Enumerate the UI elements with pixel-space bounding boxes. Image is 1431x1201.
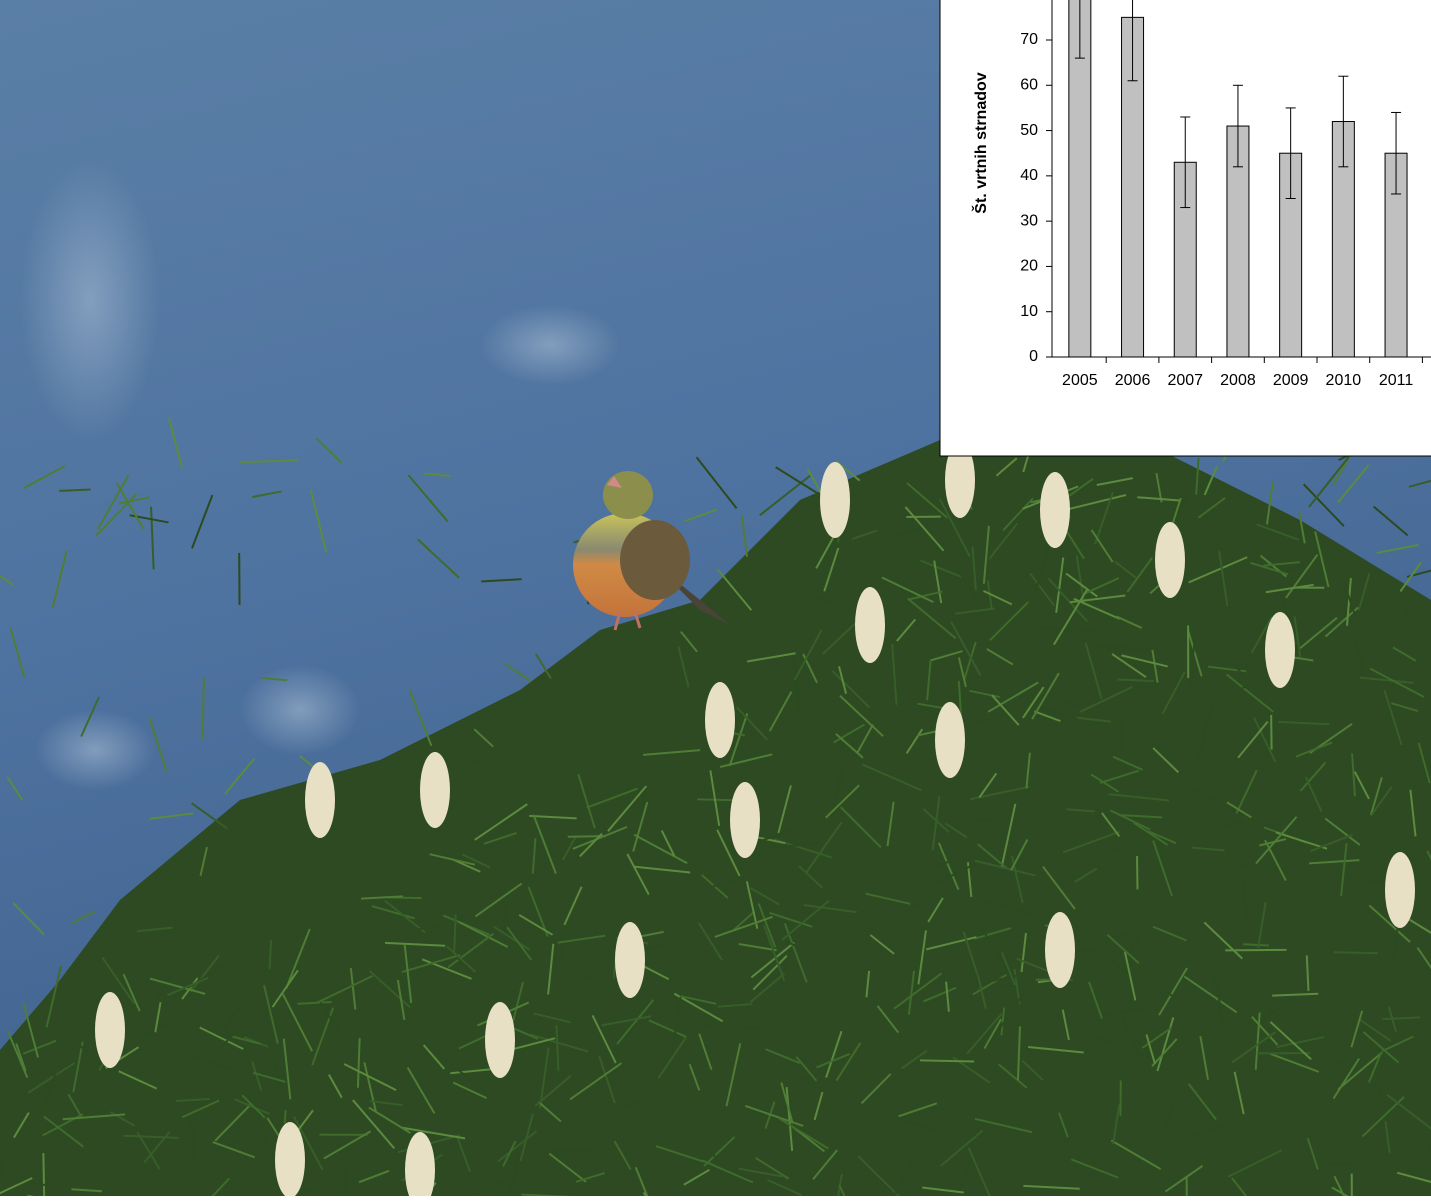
needle [1334, 952, 1378, 953]
y-tick-label: 10 [1020, 303, 1038, 320]
pine-candle [1265, 612, 1295, 688]
pine-candle [1385, 852, 1415, 928]
y-tick-label: 60 [1020, 77, 1038, 94]
x-tick-label: 2011 [1379, 372, 1414, 389]
needle [1243, 944, 1269, 945]
needle [43, 1153, 44, 1196]
cloud [240, 665, 360, 755]
needle [920, 1060, 974, 1061]
x-tick-label: 2008 [1220, 372, 1256, 389]
y-tick-label: 50 [1020, 122, 1038, 139]
pine-candle [820, 462, 850, 538]
pine-candle [95, 992, 125, 1068]
pine-candle [305, 762, 335, 838]
pine-candle [855, 587, 885, 663]
pine-candle [420, 752, 450, 828]
pine-candle [730, 782, 760, 858]
cloud [20, 160, 160, 440]
y-tick-label: 20 [1020, 258, 1038, 275]
pine-candle [1155, 522, 1185, 598]
x-tick-label: 2005 [1062, 372, 1098, 389]
needle [504, 899, 505, 931]
x-tick-label: 2007 [1167, 372, 1203, 389]
x-tick-label: 2006 [1115, 372, 1151, 389]
cloud [480, 305, 620, 385]
pine-candle [935, 702, 965, 778]
y-tick-label: 70 [1020, 31, 1038, 48]
y-tick-label: 30 [1020, 212, 1038, 229]
y-tick-label: 40 [1020, 167, 1038, 184]
pine-candle [615, 922, 645, 998]
x-tick-label: 2010 [1326, 372, 1362, 389]
bird-head [603, 471, 653, 519]
cloud [35, 710, 155, 790]
bird-wing [620, 520, 690, 600]
x-tick-label: 2009 [1273, 372, 1309, 389]
needle [550, 1151, 592, 1152]
pine-candle [1045, 912, 1075, 988]
pine-candle [705, 682, 735, 758]
y-tick-label: 0 [1029, 348, 1038, 365]
pine-candle [275, 1122, 305, 1196]
pine-candle [485, 1002, 515, 1078]
y-tick-label: 80 [1020, 0, 1038, 3]
y-axis-label: Št. vrtnih strnadov [971, 72, 990, 213]
pine-candle [1040, 472, 1070, 548]
